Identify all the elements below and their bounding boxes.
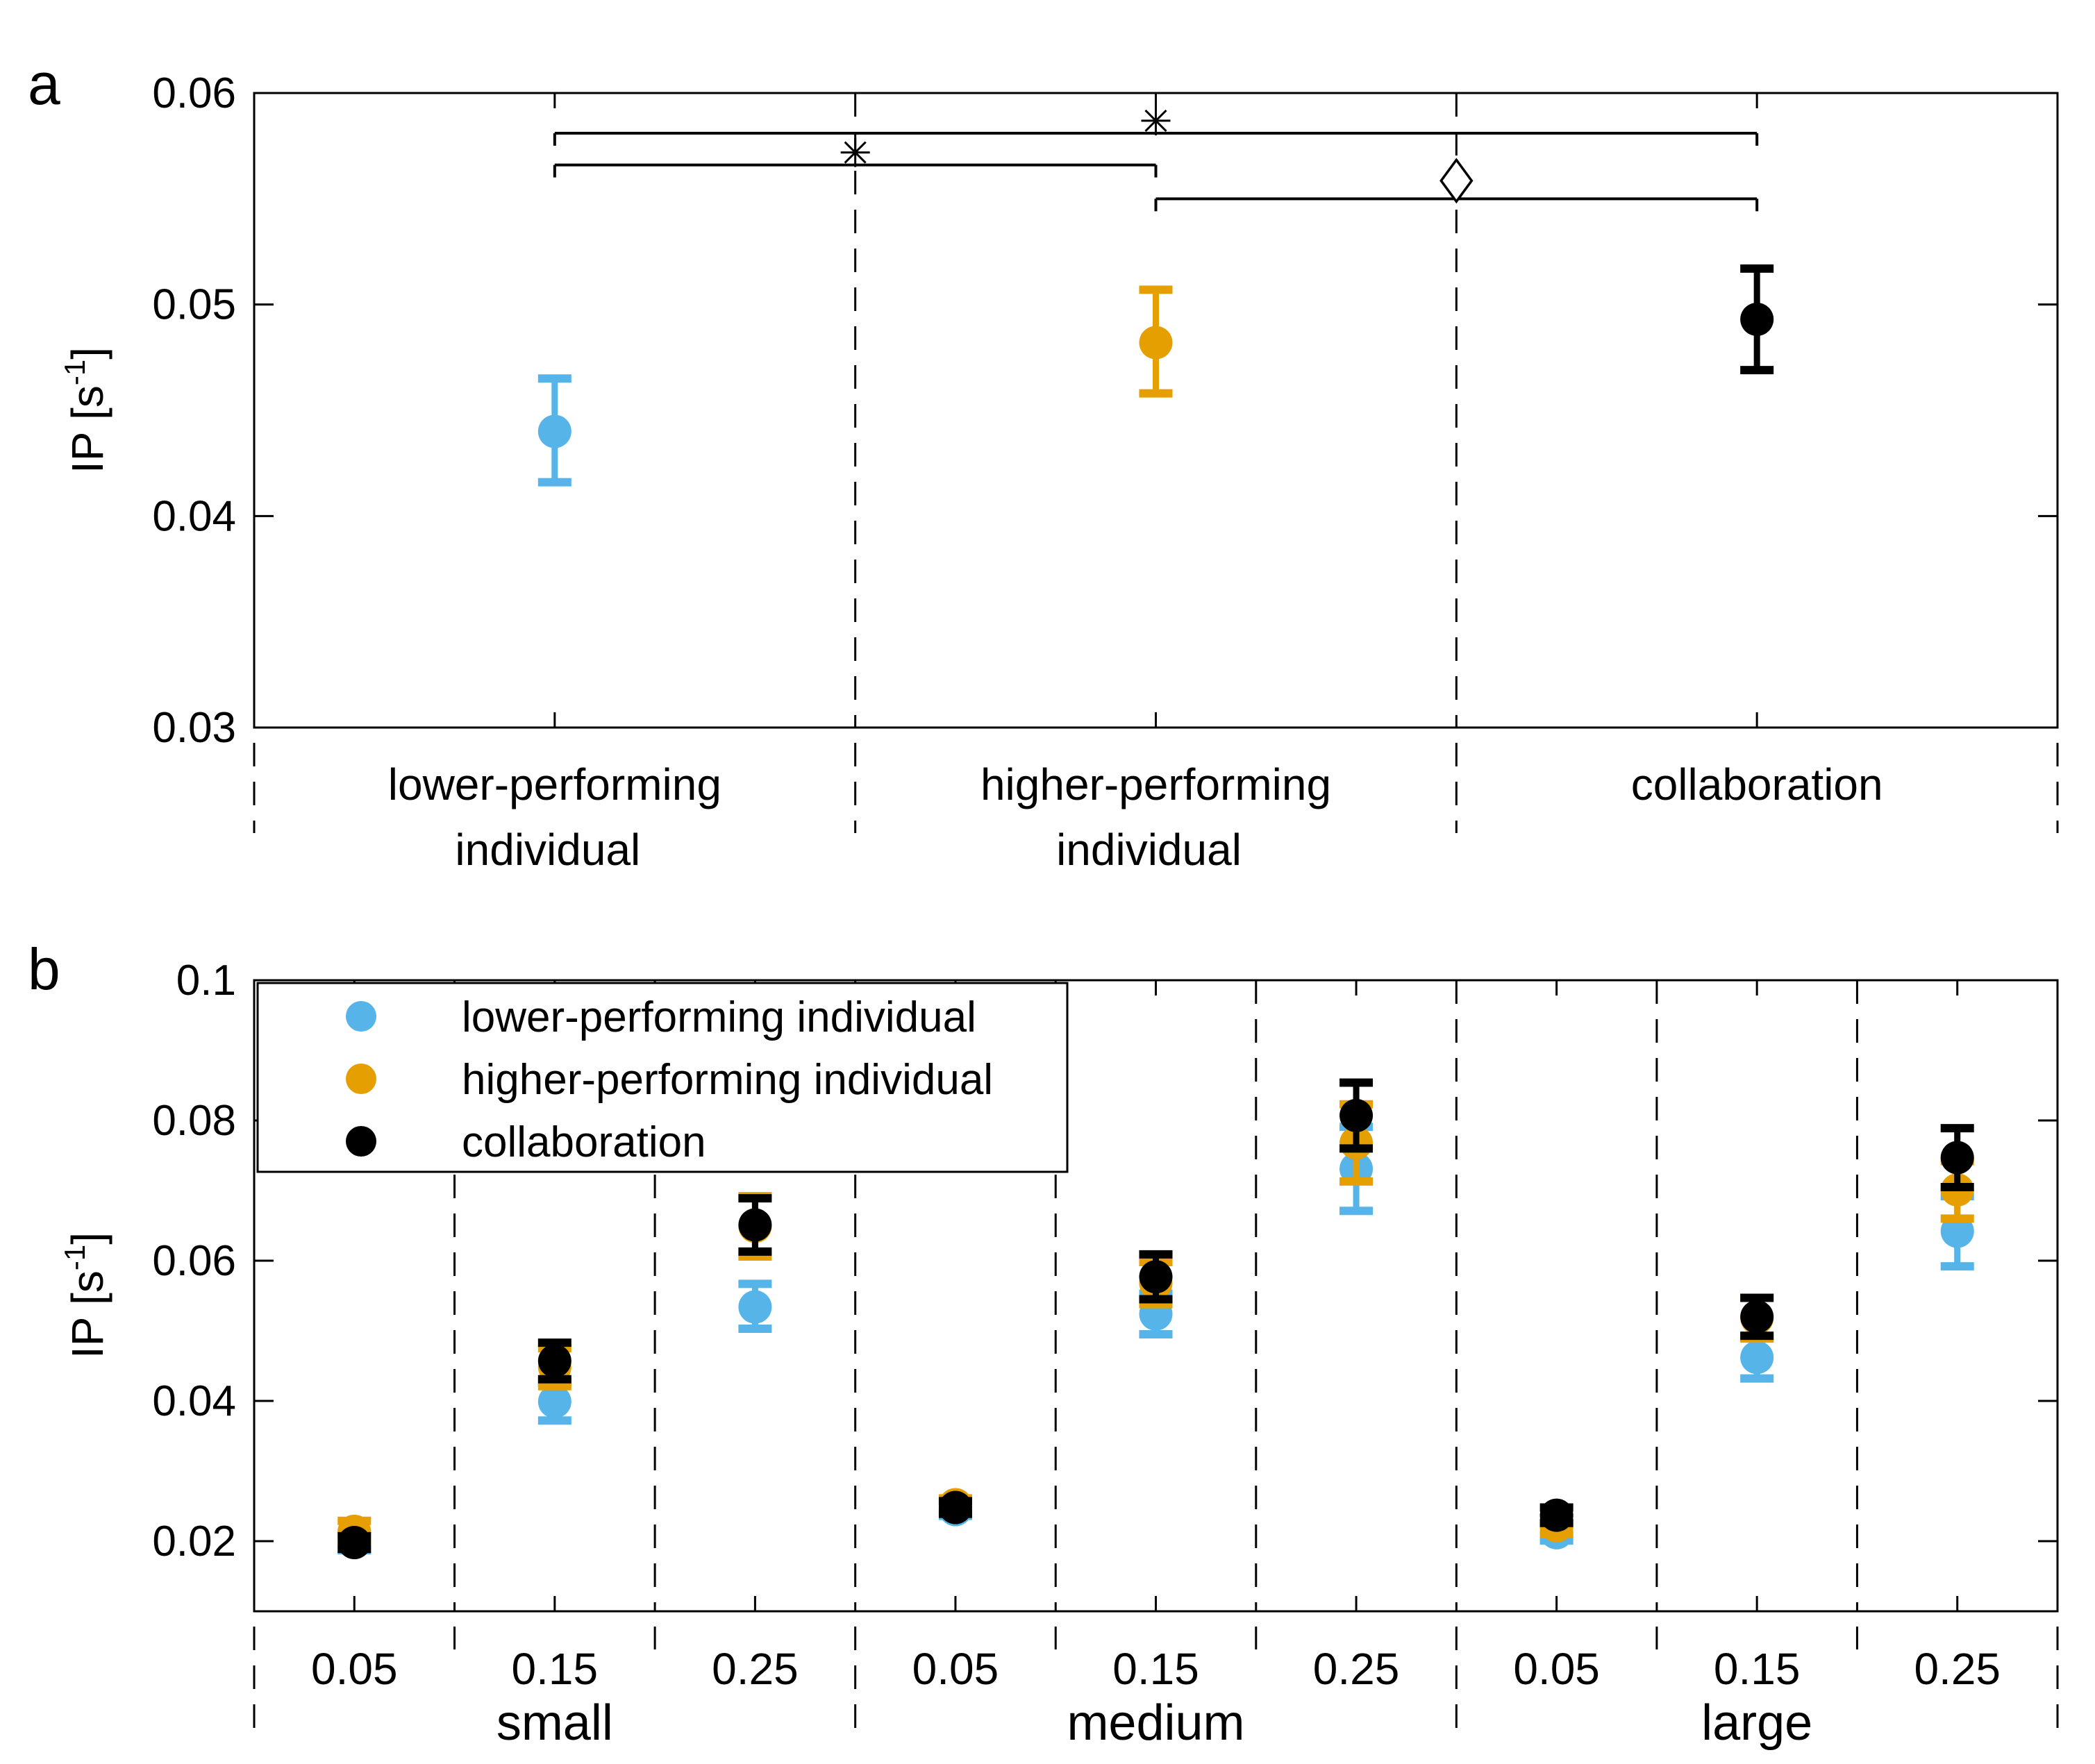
mean-marker xyxy=(738,1290,772,1324)
y-tick-label: 0.03 xyxy=(152,704,236,752)
legend: lower-performing individual higher-perfor… xyxy=(256,982,1069,1173)
data-point-collab xyxy=(938,1490,972,1524)
x-tick-label: 0.05 xyxy=(912,1644,999,1694)
data-point-collab xyxy=(537,1338,571,1384)
x-category-label-line2: individual xyxy=(1056,825,1242,875)
x-tick-label: 0.25 xyxy=(712,1644,799,1694)
panel-b-x-tick-labels: 0.05 0.15 0.25 0.05 0.15 0.25 0.05 0.15 0.25 smal… xyxy=(311,1644,2001,1751)
panel-b-label: b xyxy=(28,936,60,1002)
y-tick-label: 0.06 xyxy=(152,69,236,117)
legend-box xyxy=(256,982,1069,1173)
data-point-collab xyxy=(1139,1250,1173,1304)
mean-marker xyxy=(1539,1498,1574,1532)
panel-a-y-axis-label: IP [s-1] xyxy=(58,347,112,473)
mean-marker xyxy=(1740,302,1774,336)
significance-bracket xyxy=(553,137,1158,178)
legend-marker-higher xyxy=(346,1064,376,1094)
diamond-marker xyxy=(1439,158,1474,204)
panel-b-y-axis-label: IP [s-1] xyxy=(58,1232,112,1359)
x-group-label: small xyxy=(496,1695,613,1751)
y-tick-label: 0.06 xyxy=(152,1237,236,1285)
data-point-collab xyxy=(337,1526,372,1560)
legend-marker-lower xyxy=(346,1001,376,1032)
mean-marker xyxy=(537,1385,571,1419)
y-tick-label: 0.02 xyxy=(152,1518,236,1565)
data-point-lower xyxy=(537,374,571,487)
mean-marker xyxy=(537,1344,571,1378)
y-tick-label: 0.08 xyxy=(152,1097,236,1145)
significance-bracket xyxy=(553,106,1759,146)
x-tick-label: 0.25 xyxy=(1313,1644,1400,1694)
significance-bracket xyxy=(1154,158,1759,212)
x-tick-label: 0.15 xyxy=(1714,1644,1801,1694)
mean-marker xyxy=(1940,1141,1974,1175)
panel-a-label: a xyxy=(28,51,60,117)
y-tick-label: 0.04 xyxy=(152,1377,236,1425)
data-point-lower xyxy=(738,1279,772,1333)
mean-marker xyxy=(1339,1098,1374,1132)
legend-label-collab: collaboration xyxy=(462,1118,706,1166)
x-tick-label: 0.05 xyxy=(311,1644,398,1694)
mean-marker xyxy=(1139,1260,1173,1294)
panel-a-data-points xyxy=(537,264,1774,487)
data-point-collab xyxy=(1539,1498,1574,1532)
x-group-label: large xyxy=(1701,1695,1812,1751)
x-category-label-line2: individual xyxy=(455,825,640,875)
x-category-label-line1: lower-performing xyxy=(388,759,721,809)
asterisk-stroke xyxy=(844,141,867,164)
legend-label-lower: lower-performing individual xyxy=(462,993,976,1041)
mean-marker xyxy=(1740,1341,1774,1375)
mean-marker xyxy=(1139,326,1173,360)
data-point-higher xyxy=(1139,285,1173,398)
panel-a-separators xyxy=(253,93,2059,833)
x-group-label: medium xyxy=(1067,1695,1244,1751)
x-tick-label: 0.15 xyxy=(512,1644,599,1694)
panel-b: b 0.020.040.060.080.1 IP [s-1] 0.05 0.15 0… xyxy=(28,936,2059,1751)
data-point-collab xyxy=(1940,1124,1974,1191)
panel-a-significance-brackets xyxy=(553,106,1759,212)
y-tick-label: 0.04 xyxy=(152,492,236,540)
panel-b-data-points xyxy=(337,1078,1974,1560)
mean-marker xyxy=(938,1490,972,1524)
legend-label-higher: higher-performing individual xyxy=(462,1056,993,1104)
mean-marker xyxy=(537,414,571,448)
x-tick-label: 0.05 xyxy=(1513,1644,1600,1694)
y-tick-label: 0.05 xyxy=(152,281,236,329)
mean-marker xyxy=(1940,1214,1974,1248)
mean-marker xyxy=(738,1208,772,1242)
x-category-label-line1: higher-performing xyxy=(980,759,1331,809)
x-tick-label: 0.15 xyxy=(1112,1644,1199,1694)
mean-marker xyxy=(1740,1300,1774,1334)
x-tick-label: 0.25 xyxy=(1914,1644,2001,1694)
asterisk-stroke xyxy=(1144,109,1167,132)
data-point-collab xyxy=(738,1194,772,1256)
y-tick-label: 0.1 xyxy=(176,957,236,1005)
data-point-collab xyxy=(1740,264,1774,375)
panel-a-y-ticks: 0.03 0.04 0.05 0.06 xyxy=(152,69,2058,752)
x-category-label-line1: collaboration xyxy=(1631,759,1883,809)
panel-b-separators xyxy=(253,980,2059,1730)
data-point-collab xyxy=(1740,1293,1774,1341)
legend-marker-collab xyxy=(346,1126,376,1157)
panel-a-x-tick-labels: lower-performing individual higher-perform… xyxy=(388,759,1883,875)
panel-a: a 0.03 0.04 0.05 0.06 IP [s-1] lower-perfor… xyxy=(28,51,2059,875)
panel-b-y-ticks: 0.02 0.04 0.06 0.08 0.1 xyxy=(152,957,2058,1565)
data-point-collab xyxy=(1339,1078,1374,1153)
mean-marker xyxy=(337,1526,372,1560)
